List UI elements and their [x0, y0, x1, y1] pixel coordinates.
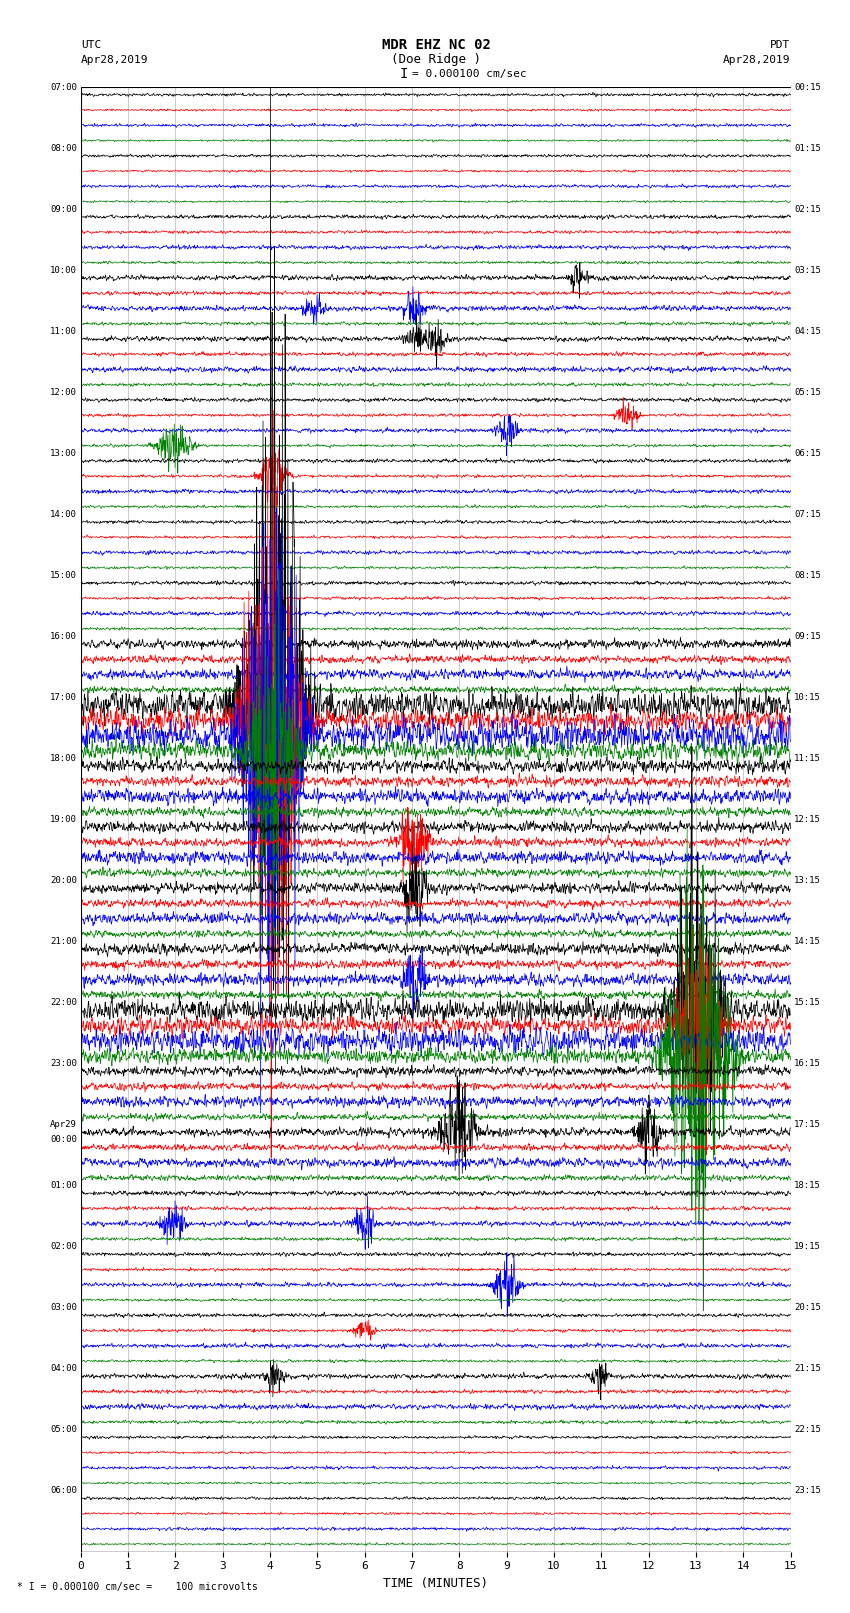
Text: 11:00: 11:00 — [50, 327, 77, 336]
Text: 07:00: 07:00 — [50, 82, 77, 92]
Text: 18:00: 18:00 — [50, 753, 77, 763]
Text: 02:15: 02:15 — [794, 205, 821, 213]
Text: Apr29: Apr29 — [50, 1119, 77, 1129]
Text: 15:15: 15:15 — [794, 998, 821, 1007]
Text: 12:00: 12:00 — [50, 387, 77, 397]
Text: 16:00: 16:00 — [50, 632, 77, 640]
Text: 02:00: 02:00 — [50, 1242, 77, 1252]
Text: 04:00: 04:00 — [50, 1365, 77, 1373]
Text: 19:00: 19:00 — [50, 815, 77, 824]
X-axis label: TIME (MINUTES): TIME (MINUTES) — [383, 1578, 488, 1590]
Text: 17:15: 17:15 — [794, 1119, 821, 1129]
Text: * I = 0.000100 cm/sec =    100 microvolts: * I = 0.000100 cm/sec = 100 microvolts — [17, 1582, 258, 1592]
Text: 14:15: 14:15 — [794, 937, 821, 945]
Text: 20:00: 20:00 — [50, 876, 77, 886]
Text: 00:15: 00:15 — [794, 82, 821, 92]
Text: 07:15: 07:15 — [794, 510, 821, 519]
Text: 16:15: 16:15 — [794, 1060, 821, 1068]
Text: 04:15: 04:15 — [794, 327, 821, 336]
Text: 18:15: 18:15 — [794, 1181, 821, 1190]
Text: 12:15: 12:15 — [794, 815, 821, 824]
Text: 13:15: 13:15 — [794, 876, 821, 886]
Text: 11:15: 11:15 — [794, 753, 821, 763]
Text: 03:15: 03:15 — [794, 266, 821, 274]
Text: 05:00: 05:00 — [50, 1426, 77, 1434]
Text: 13:00: 13:00 — [50, 448, 77, 458]
Text: 17:00: 17:00 — [50, 694, 77, 702]
Text: 23:00: 23:00 — [50, 1060, 77, 1068]
Text: 06:15: 06:15 — [794, 448, 821, 458]
Text: 22:00: 22:00 — [50, 998, 77, 1007]
Text: 21:15: 21:15 — [794, 1365, 821, 1373]
Text: 19:15: 19:15 — [794, 1242, 821, 1252]
Text: 20:15: 20:15 — [794, 1303, 821, 1311]
Text: (Doe Ridge ): (Doe Ridge ) — [391, 53, 481, 66]
Text: 22:15: 22:15 — [794, 1426, 821, 1434]
Text: 08:00: 08:00 — [50, 144, 77, 153]
Text: 00:00: 00:00 — [50, 1136, 77, 1144]
Text: 01:15: 01:15 — [794, 144, 821, 153]
Text: MDR EHZ NC 02: MDR EHZ NC 02 — [382, 39, 490, 52]
Text: 03:00: 03:00 — [50, 1303, 77, 1311]
Text: 09:00: 09:00 — [50, 205, 77, 213]
Text: 14:00: 14:00 — [50, 510, 77, 519]
Text: 23:15: 23:15 — [794, 1486, 821, 1495]
Text: 08:15: 08:15 — [794, 571, 821, 579]
Text: I: I — [400, 68, 408, 81]
Text: 15:00: 15:00 — [50, 571, 77, 579]
Text: 05:15: 05:15 — [794, 387, 821, 397]
Text: 21:00: 21:00 — [50, 937, 77, 945]
Text: UTC: UTC — [81, 40, 101, 50]
Text: 09:15: 09:15 — [794, 632, 821, 640]
Text: = 0.000100 cm/sec: = 0.000100 cm/sec — [412, 69, 527, 79]
Text: PDT: PDT — [770, 40, 790, 50]
Text: 01:00: 01:00 — [50, 1181, 77, 1190]
Text: 06:00: 06:00 — [50, 1486, 77, 1495]
Text: 10:00: 10:00 — [50, 266, 77, 274]
Text: Apr28,2019: Apr28,2019 — [723, 55, 791, 65]
Text: 10:15: 10:15 — [794, 694, 821, 702]
Text: Apr28,2019: Apr28,2019 — [81, 55, 148, 65]
